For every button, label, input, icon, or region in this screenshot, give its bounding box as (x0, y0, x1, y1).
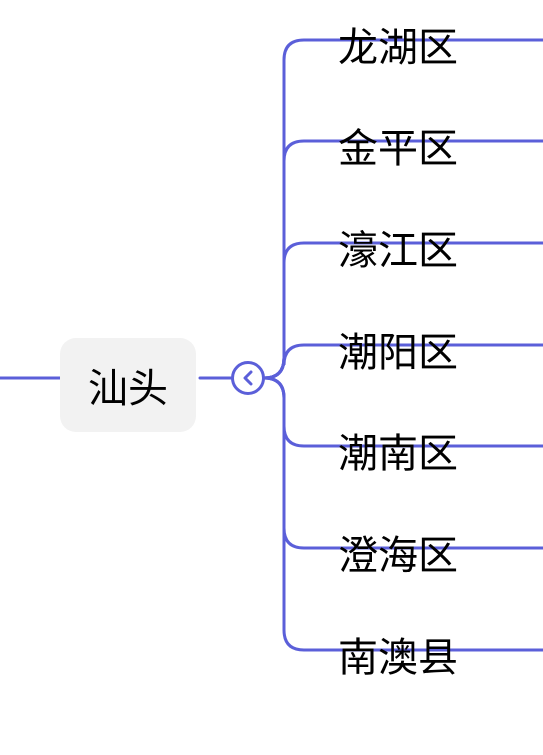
child-node[interactable]: 龙湖区 (338, 15, 458, 73)
root-label: 汕头 (88, 367, 168, 411)
child-label: 金平区 (338, 127, 458, 171)
child-node[interactable]: 金平区 (338, 116, 458, 174)
child-node[interactable]: 濠江区 (338, 218, 458, 276)
root-node[interactable]: 汕头 (60, 338, 196, 432)
collapse-toggle[interactable] (231, 361, 265, 395)
child-label: 澄海区 (338, 534, 458, 578)
child-label: 濠江区 (338, 229, 458, 273)
chevron-left-icon (241, 370, 255, 386)
child-label: 龙湖区 (338, 26, 458, 70)
child-node[interactable]: 南澳县 (338, 625, 458, 683)
child-label: 潮阳区 (338, 331, 458, 375)
child-node[interactable]: 潮阳区 (338, 320, 458, 378)
child-node[interactable]: 澄海区 (338, 523, 458, 581)
child-label: 南澳县 (338, 636, 458, 680)
child-node[interactable]: 潮南区 (338, 421, 458, 479)
child-label: 潮南区 (338, 432, 458, 476)
